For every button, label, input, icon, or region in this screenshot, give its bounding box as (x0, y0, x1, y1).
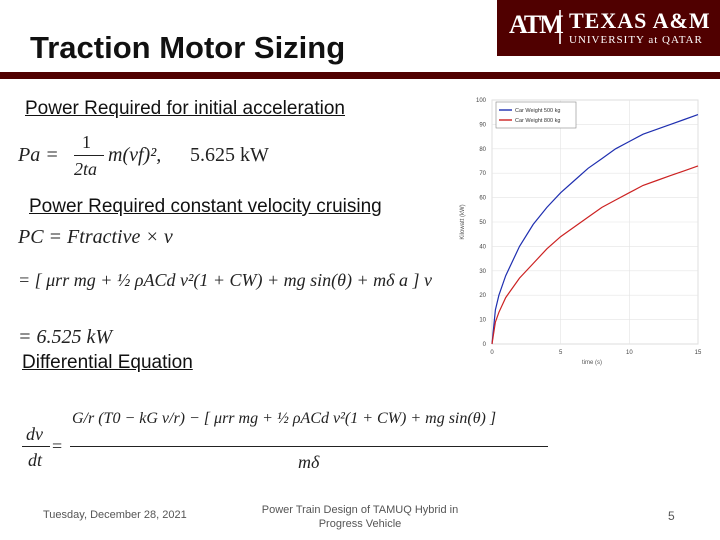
eq3-denominator: mδ (298, 452, 320, 472)
x-tick-label: 10 (626, 350, 633, 356)
series-line-1 (491, 165, 699, 345)
eq1-fraction-bar (74, 155, 104, 156)
y-tick-label: 0 (483, 342, 487, 348)
atm-logo-mark: ATM (509, 10, 564, 39)
power-vs-time-chart: 0 10 20 30 40 50 60 70 80 90 100 0 5 10 15 Car Weight… (460, 98, 702, 366)
footer-center-line1: Power Train Design of TAMUQ Hybrid in (261, 504, 459, 516)
y-tick-label: 60 (479, 196, 486, 202)
x-tick-labels: 0 5 10 15 (490, 350, 702, 356)
x-tick-label: 5 (559, 350, 563, 356)
heading-differential-equation: Differential Equation (22, 352, 193, 373)
y-tick-label: 100 (476, 98, 487, 104)
footer-date: Tuesday, December 28, 2021 (43, 509, 187, 521)
eq1-fraction-num: 1 (82, 132, 91, 152)
eq1-value: 5.625 kW (190, 144, 269, 166)
page-number: 5 (668, 509, 675, 523)
y-axis-label: Kilowatt (kW) (460, 204, 466, 239)
eq2-line3: = 6.525 kW (18, 326, 113, 348)
eq2-line1: PC = Ftractive × v (18, 226, 173, 248)
footer-center-text: Power Train Design of TAMUQ Hybrid in Pr… (248, 503, 472, 531)
equation-differential: dv dt = G/r (T0 − kG v/r) − [ μrr mg + ½… (20, 392, 560, 476)
y-tick-label: 10 (479, 318, 486, 324)
y-tick-label: 70 (479, 171, 486, 177)
legend-label-0: Car Weight 500 kg (515, 108, 560, 114)
y-tick-labels: 0 10 20 30 40 50 60 70 80 90 100 (476, 98, 487, 348)
eq1-rhs: m(vf)², (108, 144, 162, 166)
tamu-qatar-logo: ATM TEXAS A&M UNIVERSITY at QATAR (497, 0, 720, 56)
y-tick-label: 50 (479, 220, 486, 226)
eq3-main-bar (70, 446, 548, 447)
x-tick-label: 15 (695, 350, 702, 356)
y-tick-label: 20 (479, 293, 486, 299)
y-tick-label: 80 (479, 147, 486, 153)
series-line-0 (491, 114, 699, 345)
logo-separator (559, 10, 561, 44)
series-lines (491, 114, 699, 345)
footer-center-line2: Progress Vehicle (318, 518, 402, 530)
legend-label-1: Car Weight 800 kg (515, 118, 560, 124)
legend: Car Weight 500 kg Car Weight 800 kg (495, 101, 577, 129)
title-divider-bar (0, 72, 720, 79)
logo-line1: TEXAS A&M (569, 8, 711, 33)
eq3-numerator: G/r (T0 − kG v/r) − [ μrr mg + ½ ρACd v²… (72, 410, 497, 427)
eq3-lhs-bar (22, 446, 50, 447)
heading-constant-velocity: Power Required constant velocity cruisin… (29, 196, 382, 217)
y-tick-label: 40 (479, 244, 486, 250)
eq1-lhs: Pa = (18, 144, 59, 166)
y-tick-label: 90 (479, 122, 486, 128)
heading-initial-acceleration: Power Required for initial acceleration (25, 98, 345, 119)
slide-title: Traction Motor Sizing (30, 30, 346, 65)
eq2-line2: = [ μrr mg + ½ ρACd v²(1 + CW) + mg sin(… (18, 270, 432, 290)
eq3-lhs-num: dv (26, 424, 43, 444)
legend-box (495, 101, 577, 129)
eq1-fraction-den: 2ta (74, 159, 98, 179)
eq3-lhs-den: dt (28, 450, 43, 470)
equation-acceleration-power: Pa = 1 2ta m(vf)², 5.625 kW (18, 132, 318, 184)
logo-line2: UNIVERSITY at QATAR (569, 34, 703, 46)
x-tick-label: 0 (490, 350, 494, 356)
y-tick-label: 30 (479, 269, 486, 275)
x-axis-label: time (s) (582, 360, 602, 366)
